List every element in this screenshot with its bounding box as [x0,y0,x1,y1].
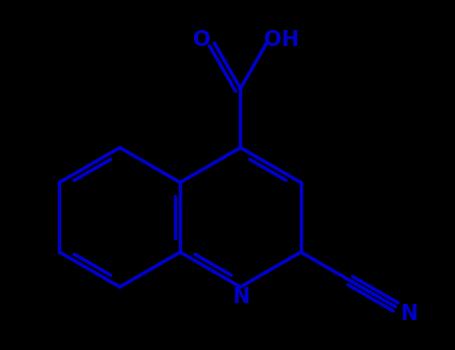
Text: O: O [193,30,211,50]
Text: OH: OH [264,30,299,50]
Text: N: N [400,304,418,324]
Text: N: N [232,287,249,307]
